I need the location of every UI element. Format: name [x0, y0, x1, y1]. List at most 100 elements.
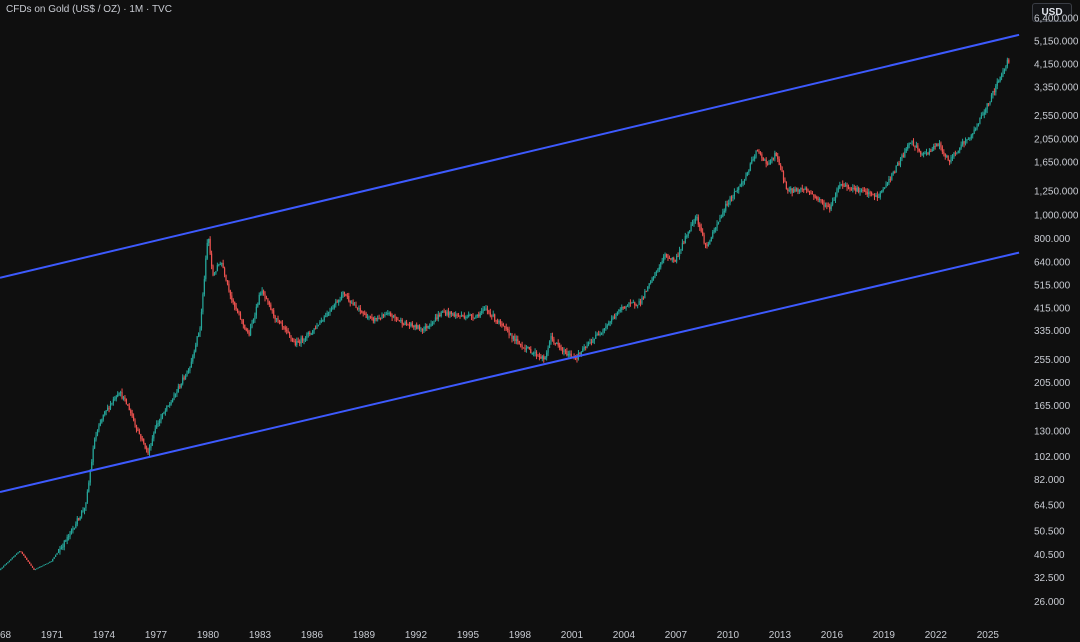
candle-body [42, 565, 44, 567]
y-tick-label: 1,000.000 [1034, 210, 1079, 221]
candle-body [797, 188, 799, 192]
candle-body [439, 314, 441, 317]
candle-body [459, 316, 461, 317]
candle-body [676, 255, 678, 262]
candle-body [242, 320, 244, 325]
candle-body [637, 304, 639, 306]
candle-body [912, 141, 915, 146]
candle-body [255, 306, 257, 316]
trend-line [0, 33, 1020, 279]
candle-body [595, 334, 597, 339]
candle-body [723, 210, 725, 213]
candle-body [1005, 66, 1007, 70]
candle-body [388, 312, 390, 314]
candle-body [414, 324, 416, 328]
candle-body [543, 356, 545, 360]
candle-body [544, 357, 546, 360]
candle-body [899, 158, 902, 165]
candle-body [384, 314, 386, 317]
candle-body [258, 294, 260, 305]
candle-body [329, 311, 331, 313]
x-tick-label: 1986 [301, 630, 324, 641]
candle-body [891, 173, 893, 180]
candle-body [145, 448, 148, 450]
candle-body [492, 314, 494, 317]
candle-body [495, 320, 497, 322]
candle-body [392, 315, 395, 318]
candle-body [374, 317, 376, 322]
candle-body [235, 306, 237, 309]
currency-button[interactable]: USD [1032, 3, 1072, 22]
candle-body [947, 155, 949, 161]
y-tick-label: 26.000 [1034, 597, 1065, 608]
candle-body [749, 163, 751, 171]
candle-body [811, 193, 813, 195]
x-tick-label: 2007 [665, 630, 688, 641]
candle-body [645, 291, 647, 293]
candle-body [179, 386, 181, 388]
candle-body [105, 410, 107, 412]
candle-body [8, 560, 10, 562]
candle-body [928, 151, 930, 155]
candle-body [239, 313, 242, 320]
candle-body [502, 323, 504, 326]
candle-body [403, 324, 405, 326]
candle-body [112, 399, 114, 403]
candle-body [469, 314, 471, 316]
candle-body [39, 566, 41, 568]
candle-body [533, 352, 535, 354]
candle-body [690, 224, 692, 232]
candle-body [849, 187, 851, 189]
candle-body [915, 145, 917, 148]
x-tick-label: 1998 [509, 630, 532, 641]
candle-body [436, 317, 438, 320]
candle-body [355, 304, 357, 308]
candle-body [462, 314, 464, 317]
candle-body [658, 267, 660, 270]
candle-body [860, 190, 863, 191]
candle-body [121, 392, 123, 399]
candle-body [323, 316, 325, 321]
candle-body [385, 314, 387, 316]
candle-body [876, 195, 878, 198]
candle-body [706, 244, 708, 247]
candle-body [585, 347, 587, 348]
candle-body [222, 262, 224, 269]
candle-body [76, 518, 78, 525]
candle-body [309, 332, 311, 334]
candle-body [855, 187, 857, 192]
candle-body [843, 185, 845, 187]
candle-body [154, 428, 156, 434]
candle-body [819, 199, 821, 201]
price-axis[interactable]: 6,400.000 5,150.000 4,150.000 3,350.000 2,55… [1034, 14, 1079, 608]
candle-body [933, 145, 935, 150]
candle-body [205, 258, 207, 280]
candle-body [746, 172, 749, 176]
candle-body [569, 353, 571, 355]
candle-body [234, 302, 236, 307]
candle-body [182, 377, 184, 384]
candle-body [605, 326, 607, 329]
candle-body [81, 511, 83, 517]
candle-body [910, 142, 912, 144]
candle-body [873, 194, 876, 197]
candle-body [635, 304, 637, 306]
y-tick-label: 6,400.000 [1034, 14, 1079, 25]
candle-body [69, 531, 71, 537]
candle-body [535, 352, 538, 356]
candle-body [395, 317, 398, 319]
candle-body [613, 317, 616, 319]
candle-body [715, 227, 717, 230]
candle-body [7, 561, 9, 564]
y-tick-label: 102.000 [1034, 452, 1071, 463]
y-tick-label: 800.000 [1034, 234, 1071, 245]
candle-body [197, 333, 200, 337]
candle-body [488, 310, 490, 313]
chart-title: CFDs on Gold (US$ / OZ) · 1M · TVC [6, 4, 172, 15]
candle-body [423, 329, 425, 331]
candle-body [889, 178, 891, 180]
candle-body [520, 344, 522, 346]
time-axis[interactable]: 1968 1971 1974 1977 1980 1983 1986 1989 1992 1995… [0, 630, 999, 641]
candle-body [122, 397, 125, 399]
